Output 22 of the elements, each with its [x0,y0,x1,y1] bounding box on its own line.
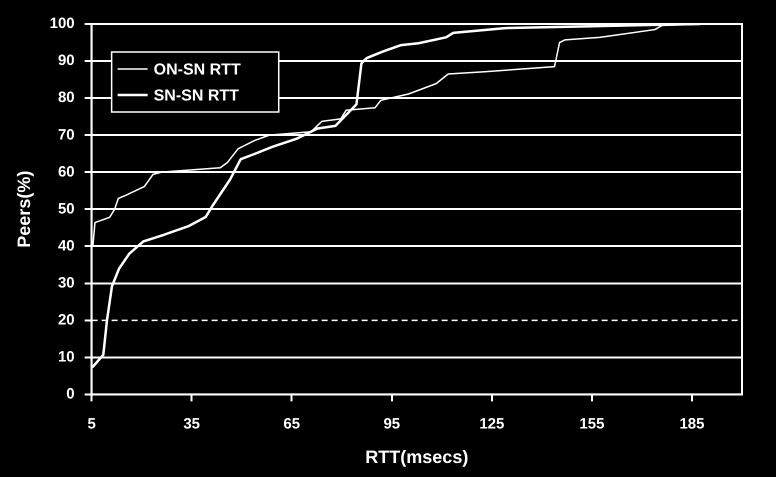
y-tick-label: 20 [58,311,75,328]
y-tick-label: 60 [58,163,75,180]
x-tick-label: 95 [383,416,400,433]
y-tick-label: 40 [58,237,75,254]
y-tick-label: 80 [58,89,75,106]
y-axis-title: Peers(%) [14,170,34,248]
legend-label: SN-SN RTT [154,87,240,104]
x-tick-label: 185 [679,416,704,433]
y-tick-label: 30 [58,274,75,292]
x-axis-title: RTT(msecs) [365,447,468,468]
y-tick-label: 10 [58,348,75,366]
x-tick-label: 125 [479,416,504,433]
y-tick-label: 0 [66,386,75,403]
x-tick-label: 155 [579,416,604,433]
y-tick-label: 70 [58,126,75,144]
y-tick-label: 100 [50,15,75,32]
x-tick-label: 65 [283,416,300,433]
x-tick-label: 5 [87,416,96,433]
legend-label: ON-SN RTT [154,61,241,78]
y-tick-label: 50 [58,200,75,218]
x-tick-label: 35 [183,416,200,433]
y-tick-label: 90 [58,52,75,70]
